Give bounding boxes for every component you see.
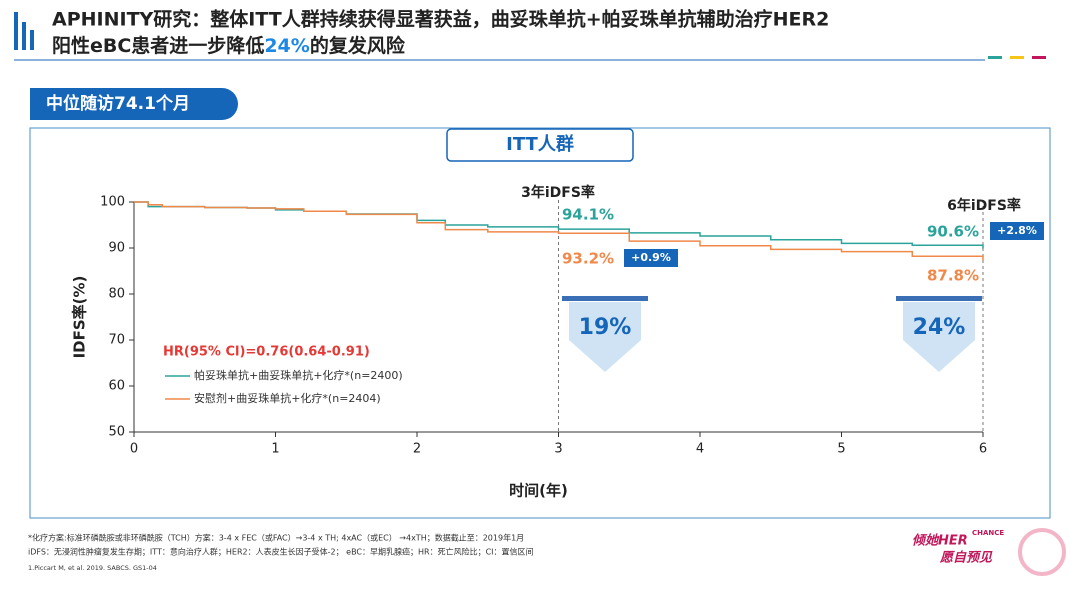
footnote: 1.Piccart M, et al. 2019. SABCS. GS1-04 <box>28 564 157 572</box>
x-tick-label: 5 <box>837 442 845 457</box>
panel-title-box <box>446 128 634 162</box>
y-tick-label: 50 <box>108 425 125 440</box>
km-curve <box>134 201 984 261</box>
title-bar <box>30 30 34 50</box>
footnote: iDFS：无浸润性肿瘤复发生存期；ITT：意向治疗人群；HER2：人表皮生长因子… <box>28 547 534 557</box>
y-tick-label: 70 <box>108 333 125 348</box>
deco <box>1032 56 1046 59</box>
x-tick-label: 0 <box>130 442 138 457</box>
annotation-value: 93.2% <box>562 250 614 268</box>
panel-title: ITT人群 <box>506 133 574 155</box>
reduction-arrow <box>903 302 975 372</box>
annotation-value: 90.6% <box>927 223 979 241</box>
diff-box <box>990 222 1044 240</box>
reduction-arrow <box>569 302 641 372</box>
y-tick-label: 60 <box>108 379 125 394</box>
annotation-title: 6年iDFS率 <box>947 197 1021 214</box>
diff-label: +2.8% <box>997 224 1037 237</box>
deco <box>988 56 1002 59</box>
title-part: 阳性eBC患者进一步降低 <box>52 34 264 57</box>
legend-label: 安慰剂+曲妥珠单抗+化疗*(n=2404) <box>194 391 381 405</box>
badge-text: 中位随访74.1个月 <box>46 93 190 114</box>
chart-panel <box>29 127 1051 519</box>
logo: CHANCE <box>972 529 1004 537</box>
diff-label: +0.9% <box>631 251 671 264</box>
x-tick-label: 2 <box>413 442 421 457</box>
logo: 愿自预见 <box>939 550 993 566</box>
annotation-value: 94.1% <box>562 206 614 224</box>
reduction-label: 19% <box>579 315 632 340</box>
reduction-bar <box>896 296 982 301</box>
y-tick-label: 80 <box>108 287 125 302</box>
x-tick-label: 6 <box>979 442 987 457</box>
title: APHINITY研究：整体ITT人群持续获得显著获益，曲妥珠单抗+帕妥珠单抗辅助… <box>52 8 829 31</box>
title-highlight: 24% <box>264 35 309 57</box>
x-tick-label: 3 <box>554 442 562 457</box>
x-axis-label: 时间(年) <box>509 482 568 500</box>
annotation-title: 3年iDFS率 <box>521 184 595 201</box>
logo-ribbon <box>1018 528 1066 576</box>
y-axis-label: IDFS率(%) <box>71 276 89 359</box>
reduction-label: 24% <box>913 315 966 340</box>
diff-box <box>624 249 678 267</box>
reduction-bar <box>562 296 648 301</box>
x-tick-label: 4 <box>696 442 704 457</box>
title: 阳性eBC患者进一步降低24%的复发风险 <box>52 34 406 57</box>
plot: 50 60 70 80 90 100 0 1 2 3 4 5 6 IDFS率(%) 时间(年) 帕妥珠单抗+曲… <box>71 184 1044 500</box>
deco <box>1010 56 1024 59</box>
y-tick-label: 100 <box>100 195 125 210</box>
title-part: 的复发风险 <box>310 34 406 57</box>
title-bar <box>22 22 26 50</box>
hr-text: HR(95% Cl)=0.76(0.64-0.91) <box>163 345 370 360</box>
title-bar <box>14 12 18 50</box>
x-tick-label: 1 <box>271 442 279 457</box>
footnote: *化疗方案:标准环磷酰胺或非环磷酰胺（TCH）方案：3-4 x FEC（或FAC… <box>28 533 524 543</box>
badge <box>30 88 238 120</box>
legend-label: 帕妥珠单抗+曲妥珠单抗+化疗*(n=2400) <box>194 368 403 382</box>
annotation-value: 87.8% <box>927 267 979 285</box>
logo: 倾她HER <box>912 533 968 549</box>
y-tick-label: 90 <box>108 241 125 256</box>
